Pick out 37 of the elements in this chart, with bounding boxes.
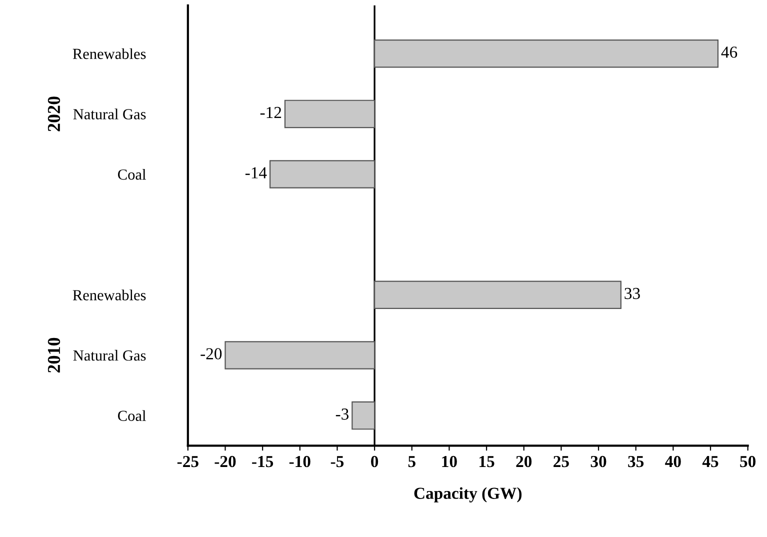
x-tick-label: 45 (702, 456, 718, 468)
text: 2020 (48, 96, 60, 132)
y-tick-label: Renewables (72, 290, 146, 300)
data-label: -20 (200, 348, 222, 360)
x-tick-label: -20 (214, 456, 236, 468)
x-tick-label: 25 (554, 456, 569, 468)
bar (374, 280, 622, 310)
x-tick-label: -15 (252, 456, 274, 468)
data-label: -14 (245, 167, 267, 178)
x-tick-label: 5 (408, 456, 416, 468)
x-tick-label: 0 (371, 456, 378, 468)
data-label: 33 (624, 288, 640, 300)
bar (352, 401, 376, 430)
data-label: -12 (260, 106, 282, 118)
y-tick-label: Natural Gas (73, 350, 146, 361)
x-tick-label: -5 (330, 456, 344, 468)
x-tick-label: 10 (442, 456, 457, 468)
y-tick-label: Coal (118, 410, 146, 421)
data-label: -3 (336, 408, 349, 420)
y-tick-label: Natural Gas (73, 108, 146, 120)
y-tick-label: Renewables (72, 48, 146, 60)
bar (224, 341, 376, 370)
x-tick-label: -10 (289, 456, 310, 468)
bar (374, 40, 719, 68)
x-tick-label: 30 (590, 456, 606, 468)
data-label: 46 (721, 46, 738, 58)
x-axis-title: Capacity (GW) (414, 487, 522, 502)
x-tick-label: 50 (740, 456, 756, 468)
bar (269, 160, 376, 188)
x-tick-label: 15 (480, 456, 494, 468)
bar (284, 100, 376, 128)
x-tick-label: 20 (516, 456, 532, 468)
x-tick-label: -25 (177, 456, 198, 468)
y-tick-label: Coal (118, 168, 146, 180)
x-tick-label: 40 (665, 456, 681, 468)
x-tick-label: 35 (628, 456, 644, 468)
text: 2010 (48, 338, 60, 373)
